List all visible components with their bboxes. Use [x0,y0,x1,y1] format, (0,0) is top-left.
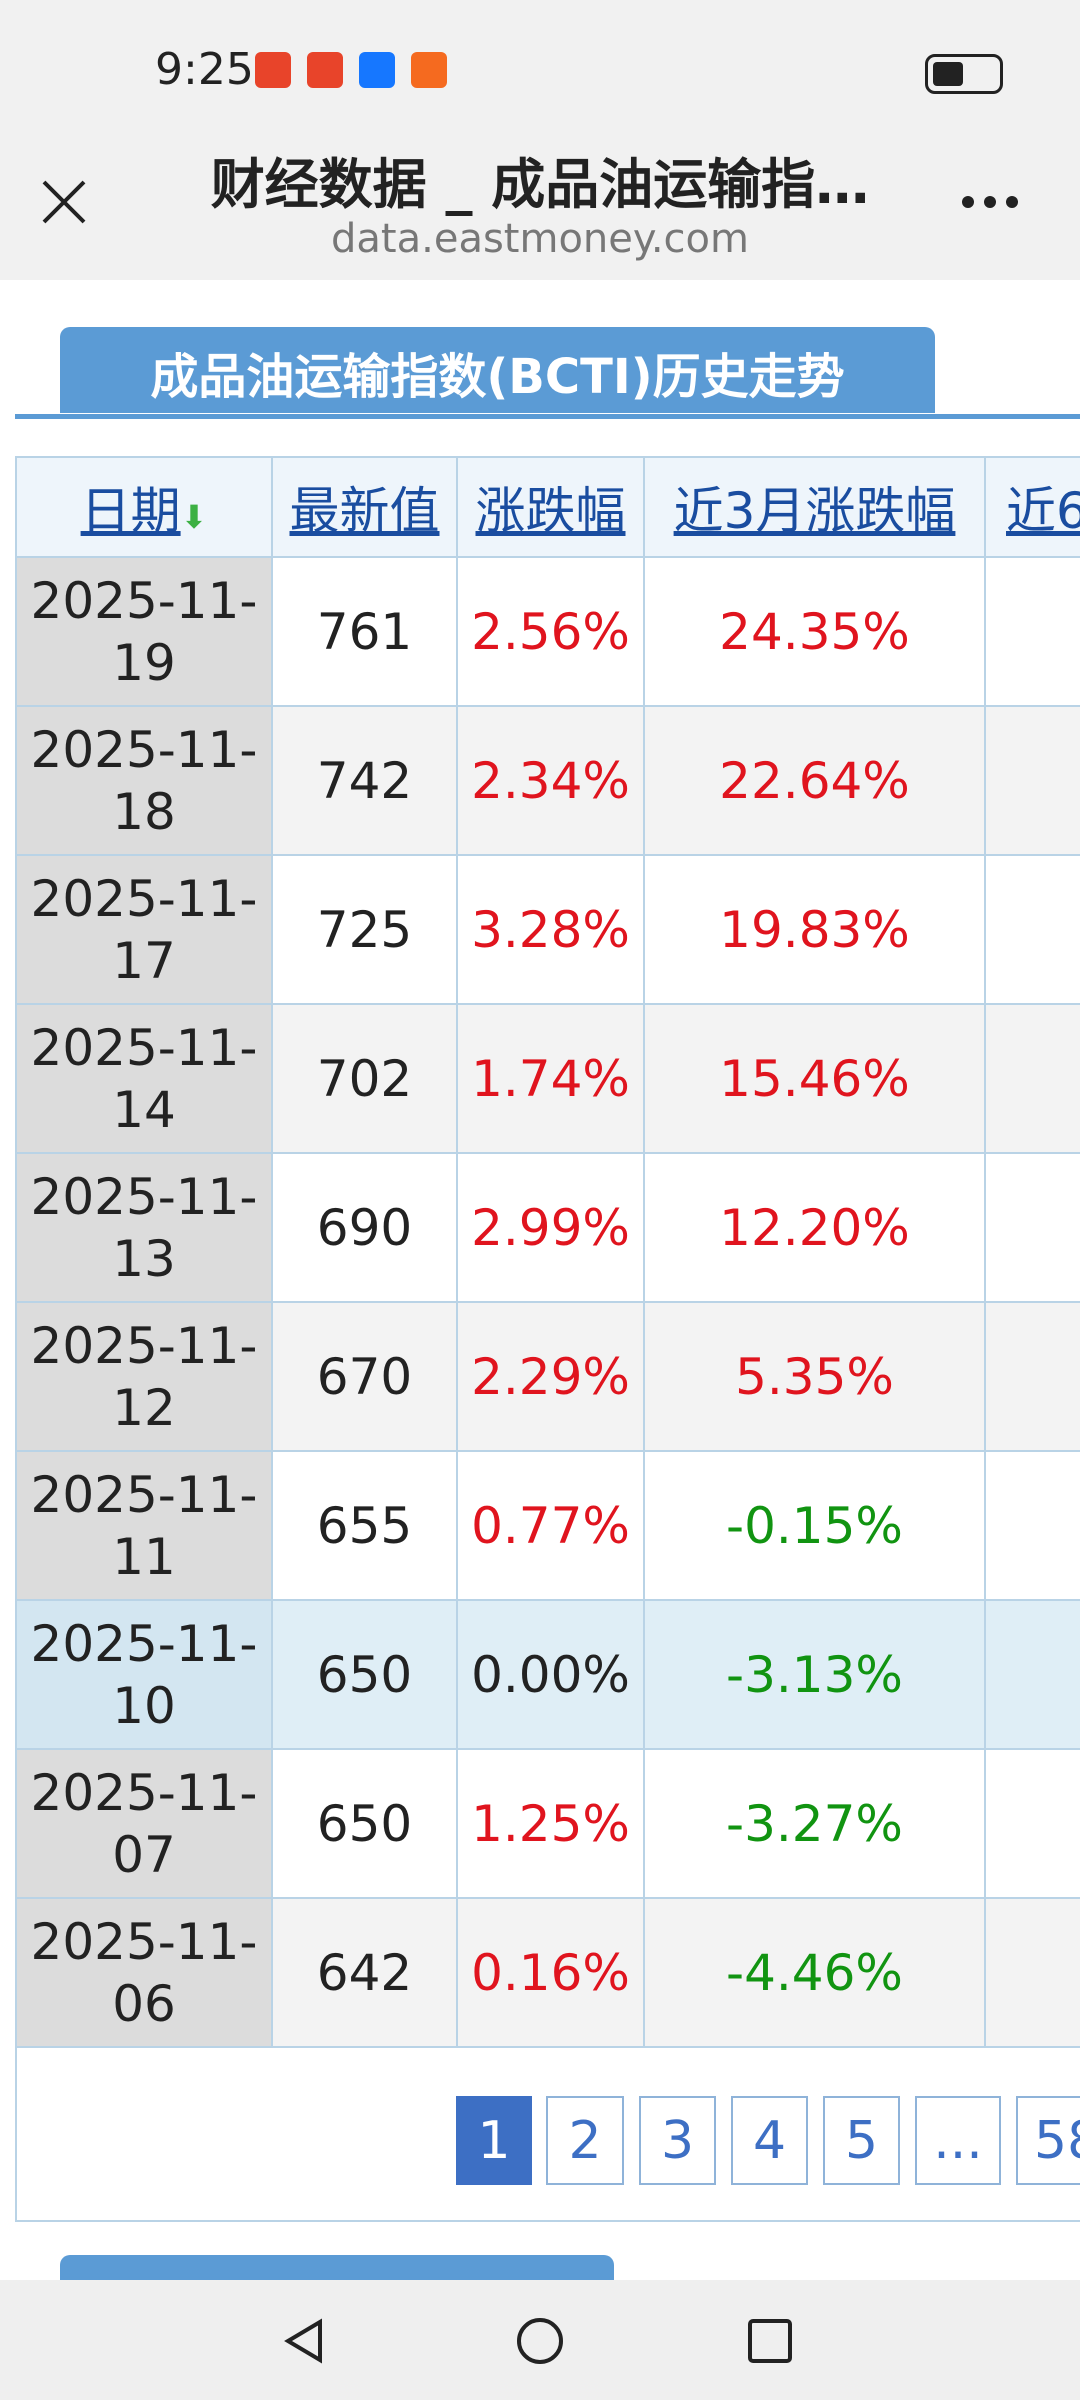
value-cell: 1.25% [456,1748,645,1899]
value-cell: 642 [271,1897,458,2048]
date-cell: 2025-11-12 [15,1301,273,1452]
value-cell: 655 [271,1450,458,1601]
page-button[interactable]: 4 [731,2096,808,2185]
table-row: 2025-11-12 670 2.29% 5.35% [15,1301,1080,1452]
date-cell: 2025-11-11 [15,1450,273,1601]
value-cell: -3.27% [643,1748,986,1899]
column-header[interactable]: 近6 [984,456,1080,558]
value-cell: 5.35% [643,1301,986,1452]
value-cell: 1.74% [456,1003,645,1154]
date-cell: 2025-11-10 [15,1599,273,1750]
value-cell: 3.28% [456,854,645,1005]
clipped-cell [984,1748,1080,1899]
column-header[interactable]: 最新值 [271,456,458,558]
url: data.eastmoney.com [331,216,749,262]
page-title: 财经数据 _ 成品油运输指… [210,153,870,216]
value-cell: 650 [271,1599,458,1750]
table-row: 2025-11-07 650 1.25% -3.27% [15,1748,1080,1899]
clock: 9:25 [155,44,254,95]
column-header[interactable]: 近3月涨跌幅 [643,456,986,558]
table-row: 2025-11-14 702 1.74% 15.46% [15,1003,1080,1154]
close-button[interactable] [40,178,88,226]
value-cell: 24.35% [643,556,986,707]
date-cell: 2025-11-13 [15,1152,273,1303]
date-cell: 2025-11-17 [15,854,273,1005]
clipped-cell [984,1450,1080,1601]
value-cell: 15.46% [643,1003,986,1154]
nav-bar [0,2280,1080,2400]
notification-icons [255,52,447,88]
tab-rule [15,414,1080,419]
table-row: 2025-11-11 655 0.77% -0.15% [15,1450,1080,1601]
back-button[interactable] [280,2316,330,2366]
pagination-box [15,2044,1080,2222]
clipped-cell [984,1301,1080,1452]
browser-header: 9:25 财经数据 _ 成品油运输指… data.eastmoney.com [0,0,1080,280]
value-cell: 19.83% [643,854,986,1005]
value-cell: 2.99% [456,1152,645,1303]
clipped-cell [984,1897,1080,2048]
clipped-cell [984,705,1080,856]
value-cell: 690 [271,1152,458,1303]
clipped-cell [984,1599,1080,1750]
data-table: 日期⬇ 最新值 涨跌幅 近3月涨跌幅 近6 2025-11-19 761 2.56% 24.35… [15,456,1080,2048]
value-cell: 725 [271,854,458,1005]
column-header[interactable]: 涨跌幅 [456,456,645,558]
page-button[interactable]: ... [915,2096,1001,2185]
clipped-cell [984,1152,1080,1303]
page-button[interactable]: 3 [639,2096,716,2185]
date-cell: 2025-11-19 [15,556,273,707]
recents-button[interactable] [745,2316,795,2366]
page-button[interactable]: 58 [1016,2096,1080,2185]
value-cell: 702 [271,1003,458,1154]
value-cell: 0.00% [456,1599,645,1750]
value-cell: 2.56% [456,556,645,707]
page-button[interactable]: 5 [823,2096,900,2185]
page-button[interactable]: 2 [546,2096,624,2185]
value-cell: 2.29% [456,1301,645,1452]
table-row: 2025-11-17 725 3.28% 19.83% [15,854,1080,1005]
value-cell: 742 [271,705,458,856]
table-wrap: 日期⬇ 最新值 涨跌幅 近3月涨跌幅 近6 2025-11-19 761 2.56% 24.35… [15,456,1080,2048]
battery [925,54,1003,94]
column-header[interactable]: 日期⬇ [15,456,273,558]
table-row: 2025-11-06 642 0.16% -4.46% [15,1897,1080,2048]
page-button[interactable]: 1 [456,2096,532,2185]
table-row: 2025-11-19 761 2.56% 24.35% [15,556,1080,707]
date-cell: 2025-11-06 [15,1897,273,2048]
table-row: 2025-11-18 742 2.34% 22.64% [15,705,1080,856]
home-button[interactable] [515,2316,565,2366]
clipped-cell [984,854,1080,1005]
value-cell: -3.13% [643,1599,986,1750]
value-cell: 0.77% [456,1450,645,1601]
value-cell: 670 [271,1301,458,1452]
menu-button[interactable] [960,194,1020,210]
value-cell: 22.64% [643,705,986,856]
date-cell: 2025-11-14 [15,1003,273,1154]
table-row: 2025-11-10 650 0.00% -3.13% [15,1599,1080,1750]
value-cell: 761 [271,556,458,707]
date-cell: 2025-11-07 [15,1748,273,1899]
sort-icon: ⬇ [180,498,208,536]
clipped-cell [984,1003,1080,1154]
value-cell: -0.15% [643,1450,986,1601]
value-cell: 650 [271,1748,458,1899]
clipped-cell [984,556,1080,707]
value-cell: 12.20% [643,1152,986,1303]
table-row: 2025-11-13 690 2.99% 12.20% [15,1152,1080,1303]
value-cell: 2.34% [456,705,645,856]
section-tab: 成品油运输指数(BCTI)历史走势 [60,327,935,413]
value-cell: -4.46% [643,1897,986,2048]
date-cell: 2025-11-18 [15,705,273,856]
value-cell: 0.16% [456,1897,645,2048]
